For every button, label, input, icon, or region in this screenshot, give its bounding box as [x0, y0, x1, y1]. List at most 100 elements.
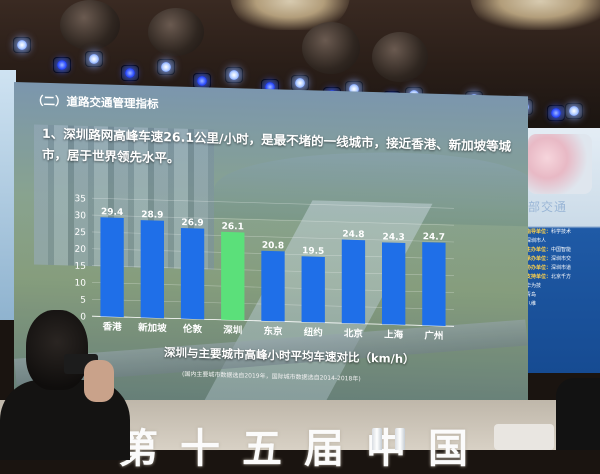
left-side-screen [0, 70, 16, 320]
bar-value-label: 24.7 [423, 232, 445, 243]
stage-light-lens [197, 76, 207, 86]
x-tick-label: 上海 [384, 328, 403, 341]
stage-light-lens [229, 70, 239, 80]
x-tick-label: 纽约 [304, 326, 323, 339]
organizer-role: 承办单位： [526, 256, 552, 262]
ceiling-globe [148, 8, 204, 56]
stage-light-lens [17, 40, 27, 50]
organizer-name: 华为技 [526, 283, 542, 289]
bar [422, 242, 446, 327]
bar-value-label: 29.4 [101, 207, 123, 218]
y-tick-label: 30 [75, 211, 87, 221]
bar-value-label: 20.8 [262, 241, 284, 252]
bar-value-label: 19.5 [302, 246, 324, 257]
organizer-name: 中国智能 [551, 247, 572, 253]
organizer-role: 支持单位： [526, 274, 552, 280]
organizer-name: 深圳市交 [551, 256, 572, 262]
organizer-row: 青岛 [526, 291, 598, 300]
water-bottle [372, 428, 382, 450]
stage-light-lens [349, 84, 359, 94]
flower-decoration [528, 134, 592, 194]
x-tick-label: 广州 [424, 329, 443, 342]
stage-light [566, 104, 582, 118]
grid-line [92, 214, 454, 226]
organizer-role: 协办单位： [526, 265, 552, 271]
bar-value-label: 26.9 [181, 218, 203, 229]
y-tick-label: 15 [75, 262, 86, 272]
organizer-row: 深圳市人 [526, 237, 598, 246]
table-item [494, 424, 554, 450]
stage-light [86, 52, 102, 66]
stage-light-lens [265, 82, 275, 92]
bar [382, 242, 406, 325]
stage-light [548, 106, 564, 120]
bar [221, 231, 245, 321]
bar [301, 256, 325, 323]
organizer-name: 科学技术 [551, 229, 572, 235]
organizer-row: 支持单位：北京千方 [526, 273, 598, 282]
y-tick-label: 0 [80, 312, 86, 322]
bar-value-label: 26.1 [222, 222, 244, 233]
stage-light-lens [569, 106, 579, 116]
organizer-name: 深圳市人 [526, 238, 547, 244]
x-tick-label: 新加坡 [138, 321, 167, 334]
bar [140, 220, 164, 319]
y-tick-label: 20 [75, 245, 87, 255]
stage-light-lens [295, 78, 305, 88]
x-tick-label: 深圳 [223, 324, 242, 337]
stage-light [292, 76, 308, 90]
ceiling-globe [60, 0, 120, 50]
audience-member-with-phone [0, 310, 140, 460]
bar-value-label: 24.8 [342, 230, 364, 241]
organizer-name: 八维 [526, 301, 537, 307]
stage-light [158, 60, 174, 74]
organizer-row: 承办单位：深圳市交 [526, 255, 598, 264]
organizer-row: 主办单位：中国智能 [526, 246, 598, 255]
person-head [26, 310, 88, 390]
y-tick-label: 35 [75, 194, 86, 204]
stage-light [226, 68, 242, 82]
y-tick-label: 25 [75, 228, 86, 238]
bar-value-label: 24.3 [383, 232, 405, 243]
audience-member-right [556, 378, 600, 450]
stage-light-lens [551, 108, 561, 118]
ceiling-globe [302, 22, 360, 74]
organizer-role: 指导单位： [526, 229, 552, 235]
bar [261, 250, 285, 322]
stage-light-lens [161, 62, 171, 72]
stage-light-lens [57, 60, 67, 70]
bar [100, 217, 124, 318]
bar [341, 239, 366, 324]
x-tick-label: 香港 [102, 320, 122, 333]
bar-value-label: 28.9 [141, 210, 163, 221]
right-side-screen: 部交通 指导单位：科学技术 深圳市人 主办单位：中国智能 承办单位：深圳市交 协办单位：… [524, 128, 600, 373]
organizer-role: 主办单位： [526, 247, 552, 253]
organizer-row: 华为技 [526, 282, 598, 291]
y-tick-label: 10 [75, 278, 87, 288]
organizer-name: 深圳市道 [551, 265, 572, 271]
bar [180, 227, 205, 320]
organizer-row: 协办单位：深圳市道 [526, 264, 598, 273]
stage-light [194, 74, 210, 88]
stage-light-lens [125, 68, 135, 78]
hand [84, 360, 114, 402]
y-tick-label: 5 [80, 295, 86, 305]
chandelier [470, 0, 600, 30]
stage-light [54, 58, 70, 72]
stage-light [122, 66, 138, 80]
x-tick-label: 伦敦 [183, 323, 202, 336]
stage-light [14, 38, 30, 52]
grid-line [92, 197, 454, 209]
water-bottle [395, 428, 405, 450]
speed-bar-chart: 0 5 10 15 20 25 30 35 29.4 香港 28.9 新加坡 26.9 伦敦 26.1 深圳 2… [75, 194, 454, 342]
organizer-row: 指导单位：科学技术 [526, 228, 598, 237]
organizer-name: 青岛 [526, 292, 537, 298]
event-banner: 第十五届中国 [118, 425, 490, 472]
x-tick-label: 东京 [263, 325, 282, 338]
organizer-row: 八维 [526, 300, 598, 309]
stage-light-lens [89, 54, 99, 64]
main-projection-screen: （二）道路交通管理指标 1、深圳路网高峰车速26.1公里/小时，是最不堵的一线城… [14, 82, 528, 419]
ceiling-globe [372, 32, 428, 82]
organizer-name: 北京千方 [551, 274, 572, 280]
side-screen-organizers: 指导单位：科学技术 深圳市人 主办单位：中国智能 承办单位：深圳市交 协办单位：深圳市道… [526, 228, 598, 309]
